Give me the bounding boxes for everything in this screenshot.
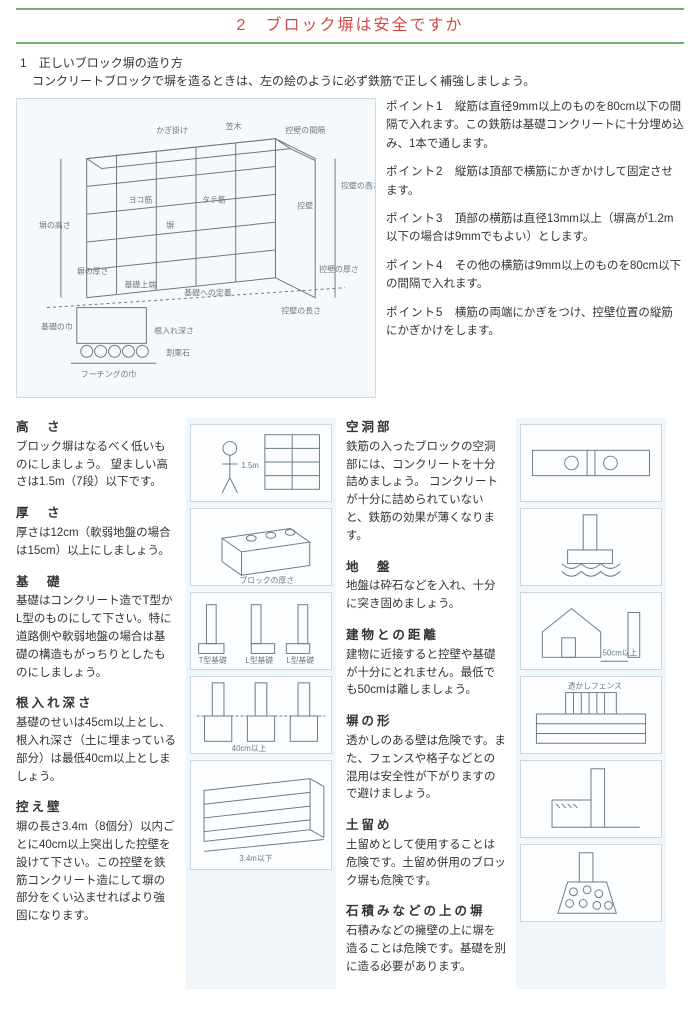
svg-text:基礎上端: 基礎上端 <box>124 280 156 290</box>
svg-text:透かしフェンス: 透かしフェンス <box>568 682 622 691</box>
svg-text:L型基礎: L型基礎 <box>245 655 273 665</box>
svg-text:50cm以上: 50cm以上 <box>603 648 638 657</box>
section-cavity: 空洞部 鉄筋の入ったブロックの空洞部には、コンクリートを十分詰めましょう。 コン… <box>346 418 506 546</box>
svg-text:かぎ掛け: かぎ掛け <box>156 125 188 135</box>
svg-text:T型基礎: T型基礎 <box>199 655 227 665</box>
main-wall-diagram: 笠木 かぎ掛け 控壁の間隔 ヨコ筋 タテ筋 塀 控壁 塀の高さ 塀の厚さ 控壁の… <box>16 98 376 398</box>
svg-text:控壁: 控壁 <box>297 200 313 210</box>
left-text-column: 高 さ ブロック塀はなるべく低いものにしましょう。 望ましい高さは1.5m（7段… <box>16 418 176 989</box>
section-embedment: 根入れ深さ 基礎のせいは45cm以上とし、根入れ深さ（土に埋まっている部分）は最… <box>16 694 176 786</box>
section-distance: 建物との距離 建物に近接すると控壁や基礎が十分にとれません。最低でも50cmは離… <box>346 626 506 700</box>
thumb-shape-icon: 透かしフェンス <box>520 676 662 754</box>
section-ground: 地 盤 地盤は砕石などを入れ、十分に突き固めましょう。 <box>346 558 506 614</box>
section-thickness: 厚 さ 厚さは12cm（軟弱地盤の場合は15cm）以上にしましょう。 <box>16 504 176 560</box>
svg-text:ヨコ筋: ヨコ筋 <box>128 194 152 204</box>
thumb-distance-icon: 50cm以上 <box>520 592 662 670</box>
svg-text:フーチングの巾: フーチングの巾 <box>81 369 137 379</box>
section-stonewall: 石積みなどの上の塀 石積みなどの擁壁の上に塀を造ることは危険です。基礎を別に造る… <box>346 902 506 976</box>
svg-text:塀: 塀 <box>166 220 174 230</box>
svg-text:タテ筋: タテ筋 <box>202 194 226 204</box>
svg-text:40cm以上: 40cm以上 <box>232 744 267 753</box>
left-thumb-column: 1.5m ブロックの厚さ T型基礎 L型基礎 L型基礎 <box>186 418 336 989</box>
thumb-foundation-icon: T型基礎 L型基礎 L型基礎 <box>190 592 332 670</box>
point-2: ポイント2 縦筋は頂部で横筋にかぎかけして固定させます。 <box>386 163 684 200</box>
thumb-height-icon: 1.5m <box>190 424 332 502</box>
thumb-embedment-icon: 40cm以上 <box>190 676 332 754</box>
point-1: ポイント1 縦筋は直径9mm以上のものを80cm以下の間隔で入れます。この鉄筋は… <box>386 98 684 153</box>
svg-text:塀の厚さ: 塀の厚さ <box>77 266 109 276</box>
thumb-thickness-icon: ブロックの厚さ <box>190 508 332 586</box>
section-buttress: 控え壁 塀の長さ3.4m（8個分）以内ごとに40cm以上突出した控壁を設けて下さ… <box>16 798 176 926</box>
point-3: ポイント3 頂部の横筋は直径13mm以上（塀高が1.2m以下の場合は9mmでもよ… <box>386 210 684 247</box>
intro-line1: 1 正しいブロック塀の造り方 <box>16 54 684 72</box>
thumb-retaining-icon <box>520 760 662 838</box>
points-list: ポイント1 縦筋は直径9mm以上のものを80cm以下の間隔で入れます。この鉄筋は… <box>386 98 684 398</box>
svg-text:控壁の高さ: 控壁の高さ <box>341 180 375 190</box>
svg-text:根入れ深さ: 根入れ深さ <box>154 325 194 335</box>
section-height: 高 さ ブロック塀はなるべく低いものにしましょう。 望ましい高さは1.5m（7段… <box>16 418 176 492</box>
intro-block: 1 正しいブロック塀の造り方 コンクリートブロックで塀を造るときは、左の絵のよう… <box>16 54 684 90</box>
thumb-stonewall-icon <box>520 844 662 922</box>
title-text: 2 ブロック塀は安全ですか <box>237 17 464 34</box>
thumb-ground-icon <box>520 508 662 586</box>
svg-text:控壁の長さ: 控壁の長さ <box>281 306 321 316</box>
section-foundation: 基 礎 基礎はコンクリート造でT型かL型のものにして下さい。特に道路側や軟弱地盤… <box>16 573 176 683</box>
right-text-column: 空洞部 鉄筋の入ったブロックの空洞部には、コンクリートを十分詰めましょう。 コン… <box>346 418 506 989</box>
right-thumb-column: 50cm以上 透かしフェンス <box>516 418 666 989</box>
svg-text:塀の高さ: 塀の高さ <box>39 220 71 230</box>
svg-text:笠木: 笠木 <box>226 121 242 131</box>
svg-text:基礎の巾: 基礎の巾 <box>41 321 73 331</box>
section-retaining: 土留め 土留めとして使用することは危険です。土留め併用のブロック塀も危険です。 <box>346 816 506 890</box>
intro-line2: コンクリートブロックで塀を造るときは、左の絵のように必ず鉄筋で正しく補強しましょ… <box>16 72 684 90</box>
thumb-cavity-icon <box>520 424 662 502</box>
page-title: 2 ブロック塀は安全ですか <box>16 8 684 44</box>
section-shape: 塀の形 透かしのある壁は危険です。また、フェンスや格子などとの混用は安全性が下が… <box>346 712 506 804</box>
svg-text:3.4m以下: 3.4m以下 <box>239 854 272 863</box>
svg-text:割栗石: 割栗石 <box>166 347 190 357</box>
point-4: ポイント4 その他の横筋は9mm以上のものを80cm以下の間隔で入れます。 <box>386 257 684 294</box>
svg-text:ブロックの厚さ: ブロックの厚さ <box>240 575 294 585</box>
svg-text:L型基礎: L型基礎 <box>286 655 314 665</box>
svg-text:1.5m: 1.5m <box>242 461 259 470</box>
thumb-buttress-icon: 3.4m以下 <box>190 760 332 870</box>
svg-text:基礎への定着: 基礎への定着 <box>184 288 232 298</box>
point-5: ポイント5 横筋の両端にかぎをつけ、控壁位置の縦筋にかぎかけをします。 <box>386 304 684 341</box>
svg-text:控壁の間隔: 控壁の間隔 <box>285 125 325 135</box>
svg-text:控壁の厚さ: 控壁の厚さ <box>319 264 359 274</box>
